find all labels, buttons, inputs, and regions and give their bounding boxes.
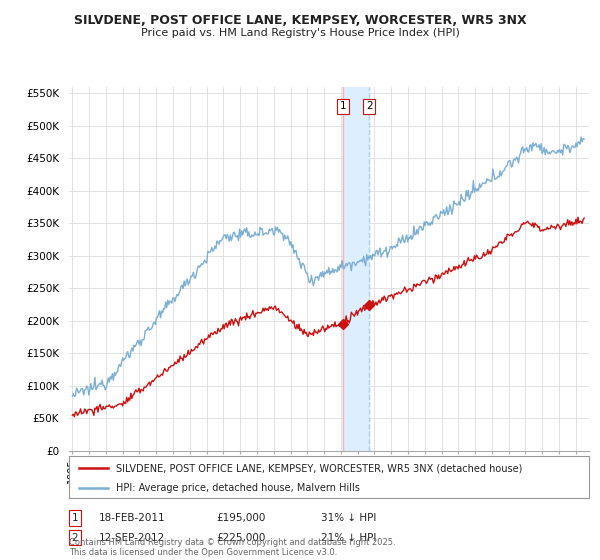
Text: 2: 2 xyxy=(71,533,79,543)
Text: 18-FEB-2011: 18-FEB-2011 xyxy=(99,513,166,523)
Text: £225,000: £225,000 xyxy=(216,533,265,543)
Text: 2: 2 xyxy=(366,101,373,111)
Text: 1: 1 xyxy=(340,101,346,111)
Text: Contains HM Land Registry data © Crown copyright and database right 2025.
This d: Contains HM Land Registry data © Crown c… xyxy=(69,538,395,557)
Text: HPI: Average price, detached house, Malvern Hills: HPI: Average price, detached house, Malv… xyxy=(116,483,359,493)
Bar xyxy=(343,87,370,451)
Text: 1: 1 xyxy=(71,513,79,523)
Text: Price paid vs. HM Land Registry's House Price Index (HPI): Price paid vs. HM Land Registry's House … xyxy=(140,28,460,38)
Text: £195,000: £195,000 xyxy=(216,513,265,523)
Text: 31% ↓ HPI: 31% ↓ HPI xyxy=(321,513,376,523)
Text: SILVDENE, POST OFFICE LANE, KEMPSEY, WORCESTER, WR5 3NX (detached house): SILVDENE, POST OFFICE LANE, KEMPSEY, WOR… xyxy=(116,463,522,473)
Text: 21% ↓ HPI: 21% ↓ HPI xyxy=(321,533,376,543)
Text: 12-SEP-2012: 12-SEP-2012 xyxy=(99,533,165,543)
Text: SILVDENE, POST OFFICE LANE, KEMPSEY, WORCESTER, WR5 3NX: SILVDENE, POST OFFICE LANE, KEMPSEY, WOR… xyxy=(74,14,526,27)
